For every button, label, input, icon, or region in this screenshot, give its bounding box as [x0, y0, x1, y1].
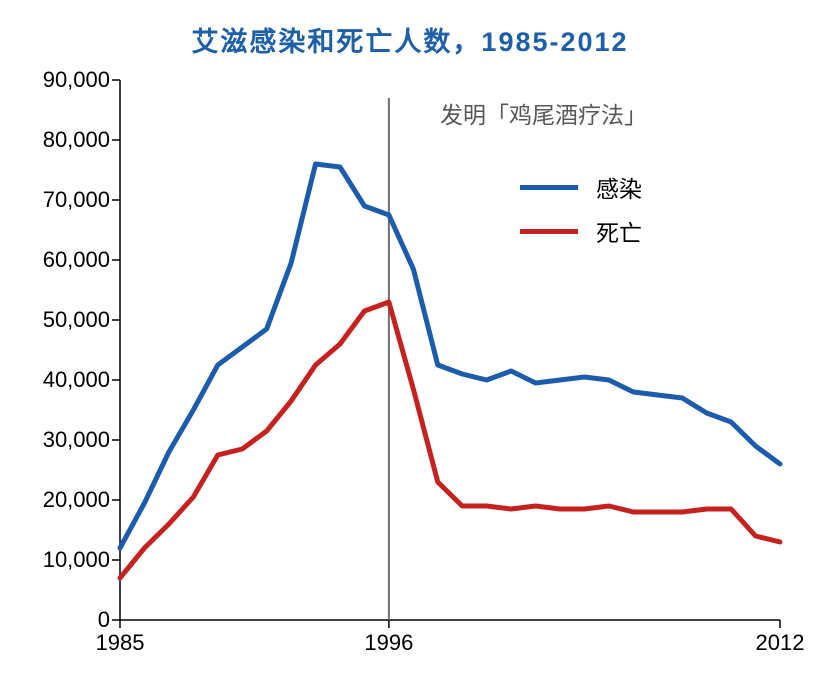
- legend-label: 感染: [596, 170, 642, 204]
- x-tick-label: 2012: [740, 630, 820, 656]
- legend-item: 感染: [520, 170, 642, 204]
- y-tick-label: 80,000: [20, 127, 110, 153]
- y-tick-label: 30,000: [20, 427, 110, 453]
- x-tick-label: 1996: [349, 630, 429, 656]
- legend-swatch: [520, 229, 578, 234]
- y-tick-label: 20,000: [20, 487, 110, 513]
- legend-label: 死亡: [596, 214, 642, 248]
- y-tick-label: 60,000: [20, 247, 110, 273]
- series-line-感染: [120, 164, 780, 548]
- annotation-haart: 发明「鸡尾酒疗法」: [440, 96, 647, 130]
- series-line-死亡: [120, 302, 780, 578]
- legend-swatch: [520, 185, 578, 190]
- y-tick-label: 90,000: [20, 67, 110, 93]
- legend-item: 死亡: [520, 214, 642, 248]
- x-tick-label: 1985: [80, 630, 160, 656]
- y-tick-label: 40,000: [20, 367, 110, 393]
- y-tick-label: 50,000: [20, 307, 110, 333]
- line-chart-svg: [0, 0, 820, 687]
- chart-area: [0, 0, 820, 692]
- y-tick-label: 70,000: [20, 187, 110, 213]
- legend: 感染死亡: [520, 170, 642, 258]
- y-tick-label: 10,000: [20, 547, 110, 573]
